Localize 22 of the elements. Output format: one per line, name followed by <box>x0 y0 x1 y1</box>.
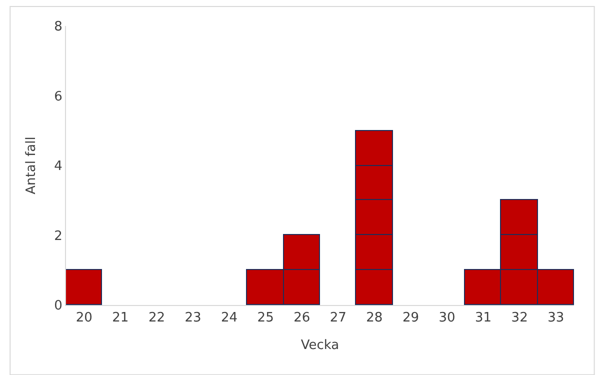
x-tick-label: 26 <box>294 310 310 326</box>
x-tick-label: 30 <box>438 310 456 326</box>
x-axis-title: Vecka <box>300 338 340 354</box>
bar <box>66 268 102 305</box>
x-tick-label: 23 <box>184 310 202 326</box>
x-tick-label: 24 <box>221 310 238 326</box>
x-tick-label: 29 <box>402 310 419 326</box>
x-tick-label: 25 <box>257 310 274 326</box>
x-tick-label: 33 <box>548 310 564 326</box>
y-tick-label: 2 <box>54 228 62 244</box>
y-axis-title: Antal fall <box>24 136 40 194</box>
x-tick-label: 20 <box>76 310 92 326</box>
x-tick-label: 32 <box>511 310 528 326</box>
x-tick-label: 22 <box>148 310 165 326</box>
y-tick-label: 8 <box>54 20 62 35</box>
y-tick-label: 4 <box>54 159 62 174</box>
x-tick-label: 21 <box>112 310 129 326</box>
y-tick-label: 6 <box>54 89 62 104</box>
x-tick-label: 28 <box>366 310 383 326</box>
x-tick-label: 27 <box>330 310 346 326</box>
y-tick-label: 0 <box>54 298 62 314</box>
x-tick-label: 31 <box>475 310 492 326</box>
